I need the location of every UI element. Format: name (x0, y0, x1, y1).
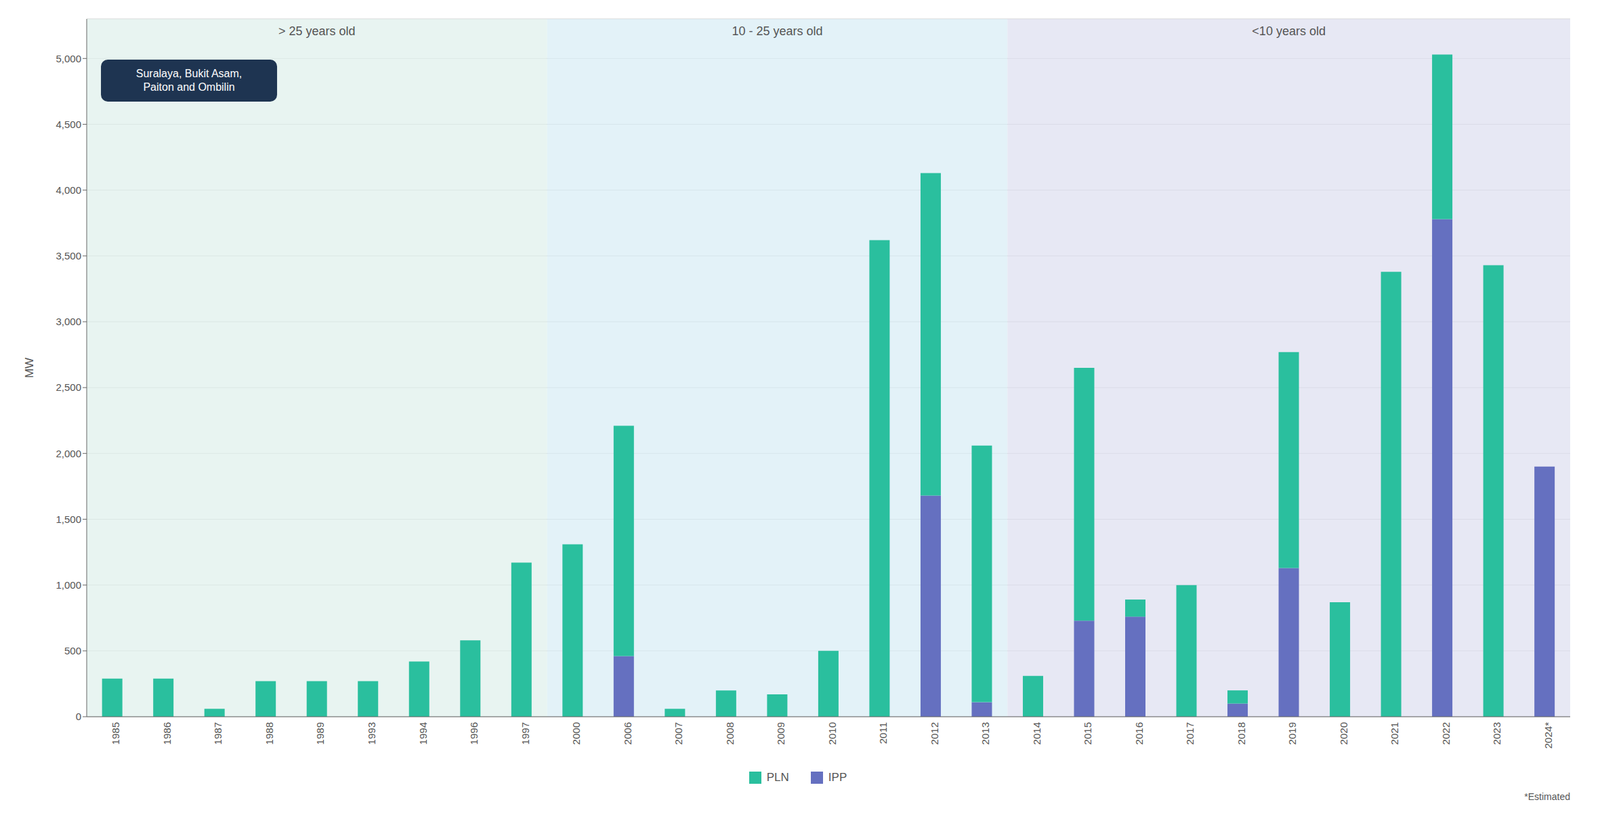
svg-text:2008: 2008 (724, 722, 736, 745)
svg-text:4,500: 4,500 (55, 118, 82, 131)
html-text:PLN: PLN (766, 770, 790, 784)
svg-text:Paiton and Ombilin: Paiton and Ombilin (142, 81, 235, 93)
svg-text:1994: 1994 (417, 722, 429, 745)
svg-text:2018: 2018 (1235, 722, 1248, 745)
svg-text:2015: 2015 (1081, 722, 1094, 745)
svg-text:2022: 2022 (1440, 722, 1452, 745)
svg-text:500: 500 (64, 644, 82, 657)
svg-text:2016: 2016 (1133, 722, 1145, 745)
svg-text:1985: 1985 (109, 722, 122, 745)
svg-text:1988: 1988 (263, 722, 276, 745)
svg-text:1,500: 1,500 (55, 513, 82, 525)
svg-text:2009: 2009 (774, 722, 787, 745)
svg-text:2017: 2017 (1184, 722, 1196, 745)
svg-text:1986: 1986 (161, 722, 173, 745)
html-text:*Estimated: *Estimated (1524, 791, 1571, 803)
svg-text:2021: 2021 (1388, 722, 1401, 745)
svg-text:2,500: 2,500 (55, 381, 82, 393)
svg-text:> 25 years old: > 25 years old (278, 24, 356, 38)
svg-text:MW: MW (23, 357, 36, 378)
svg-text:3,500: 3,500 (55, 249, 82, 262)
svg-text:<10 years old: <10 years old (1251, 24, 1326, 38)
svg-text:2,000: 2,000 (55, 447, 82, 460)
svg-text:5,000: 5,000 (55, 52, 82, 65)
svg-text:2023: 2023 (1490, 722, 1503, 745)
svg-text:3,000: 3,000 (55, 315, 82, 328)
svg-text:4,000: 4,000 (55, 184, 82, 196)
svg-text:2010: 2010 (826, 722, 838, 745)
svg-text:2019: 2019 (1286, 722, 1298, 745)
svg-text:1993: 1993 (365, 722, 378, 745)
svg-text:2012: 2012 (928, 722, 941, 745)
svg-text:2000: 2000 (570, 722, 582, 745)
svg-text:10 - 25 years old: 10 - 25 years old (731, 24, 823, 38)
svg-text:1997: 1997 (519, 722, 532, 745)
svg-text:0: 0 (75, 710, 82, 723)
svg-text:2020: 2020 (1337, 722, 1350, 745)
svg-text:2007: 2007 (672, 722, 685, 745)
svg-text:2006: 2006 (621, 722, 634, 745)
svg-text:2014: 2014 (1030, 722, 1043, 745)
svg-text:2024*: 2024* (1542, 722, 1554, 749)
svg-text:1987: 1987 (212, 722, 224, 745)
svg-text:1989: 1989 (314, 722, 326, 745)
svg-text:2013: 2013 (979, 722, 992, 745)
svg-text:Suralaya, Bukit Asam,: Suralaya, Bukit Asam, (136, 67, 243, 80)
html-text:IPP: IPP (828, 770, 847, 784)
svg-text:2011: 2011 (877, 722, 889, 744)
svg-text:1,000: 1,000 (55, 579, 82, 591)
svg-text:1996: 1996 (468, 722, 480, 745)
